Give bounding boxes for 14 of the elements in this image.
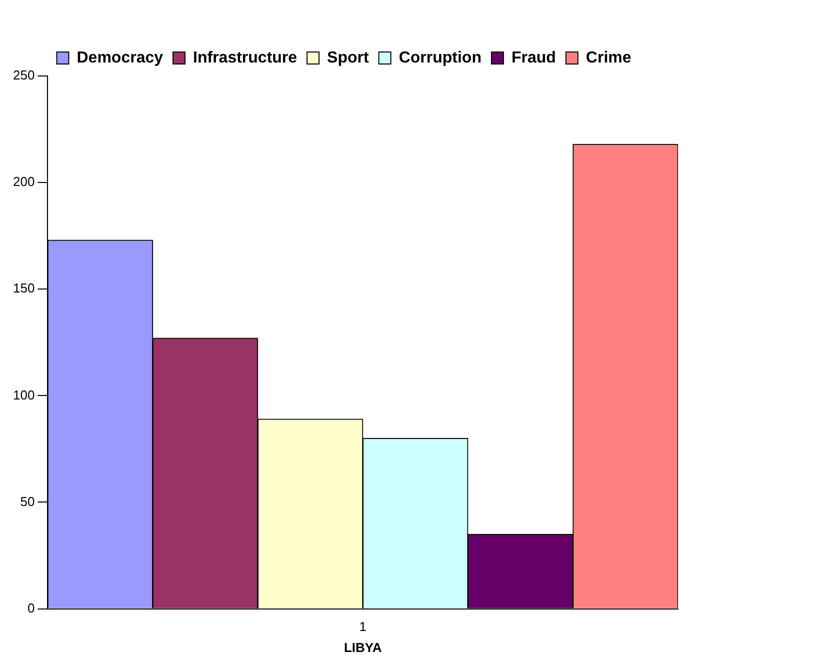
legend-label: Crime — [586, 49, 632, 66]
legend-label: Infrastructure — [193, 49, 298, 66]
legend-label: Corruption — [398, 49, 482, 66]
x-tick-label: 1 — [359, 619, 366, 634]
y-tick-label: 250 — [12, 68, 35, 83]
y-tick-label: 150 — [12, 280, 35, 296]
legend-label: Sport — [327, 49, 370, 66]
legend-label: Fraud — [511, 49, 556, 66]
y-tick-label: 100 — [12, 387, 35, 402]
y-tick-label: 0 — [27, 600, 35, 616]
x-axis-title: LIBYA — [344, 640, 382, 655]
y-tick-label: 50 — [20, 494, 35, 509]
y-tick-label: 200 — [12, 174, 35, 190]
legend-label: Democracy — [76, 49, 164, 66]
